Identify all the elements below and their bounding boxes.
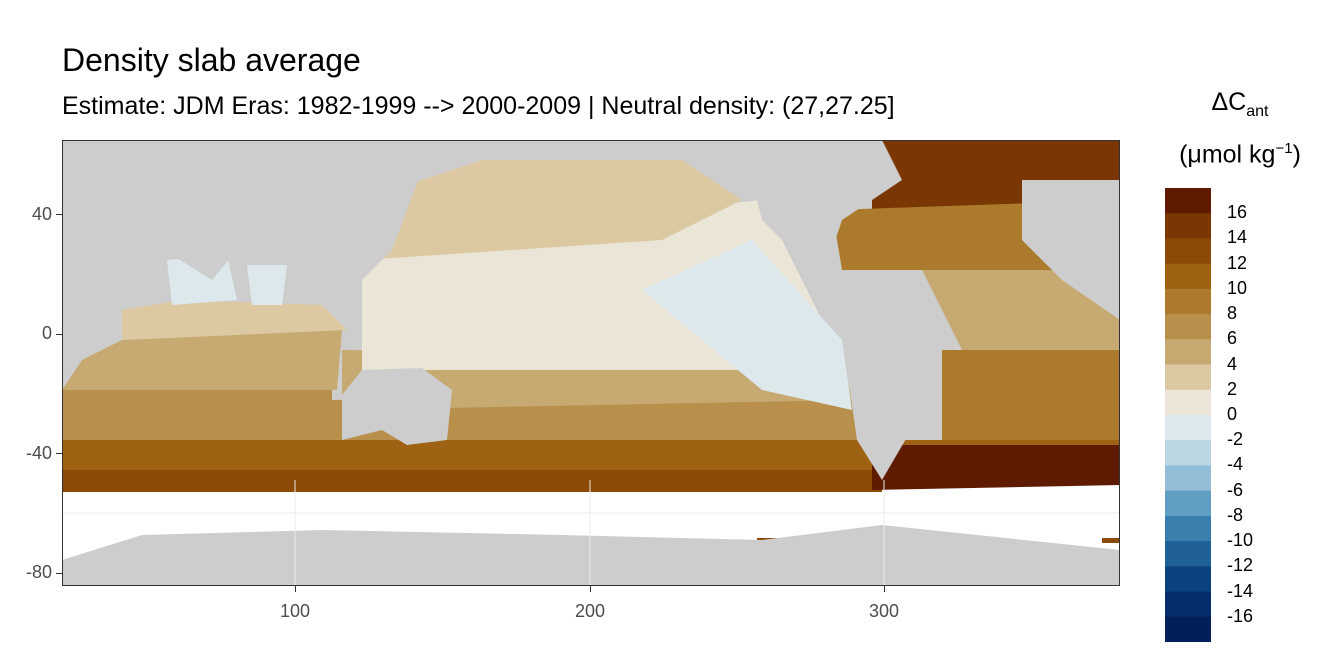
gridlines: [62, 480, 1120, 586]
y-tick-label: 40: [31, 204, 52, 224]
indian-ocean-mid: [62, 390, 332, 440]
legend-label: -6: [1227, 479, 1244, 500]
legend-label: -14: [1227, 580, 1254, 601]
australia-land: [342, 368, 452, 445]
legend-label: -2: [1227, 429, 1244, 450]
colorbar-bin: [1165, 541, 1211, 567]
legend-label: -4: [1227, 454, 1244, 475]
legend-label: 16: [1227, 202, 1248, 223]
plot-title: Density slab average: [62, 42, 361, 78]
legend-label: 4: [1227, 353, 1238, 374]
y-tick-label: -40: [25, 443, 52, 463]
legend-label: 14: [1227, 227, 1248, 248]
x-tick-mark: [295, 586, 296, 592]
x-tick-mark: [884, 586, 885, 592]
colorbar-bin: [1165, 188, 1211, 214]
legend-unit-sup: −1: [1275, 140, 1293, 157]
legend-label: -16: [1227, 605, 1254, 626]
y-tick-mark: [56, 214, 62, 215]
legend-label: -8: [1227, 504, 1244, 525]
antarctica-land: [62, 525, 1120, 586]
land-masses: [62, 140, 1120, 586]
ocean-field: [62, 140, 1120, 572]
south-atlantic: [942, 350, 1120, 440]
bay-of-bengal: [247, 265, 287, 305]
colorbar-bin: [1165, 415, 1211, 441]
atlantic-tropic: [922, 270, 1120, 350]
colorbar-bin: [1165, 616, 1211, 642]
legend-label: 12: [1227, 252, 1248, 273]
x-tick-label: 200: [574, 601, 606, 621]
colorbar-bin: [1165, 288, 1211, 315]
panel-border: [62, 140, 1120, 586]
legend-label: 10: [1227, 277, 1248, 298]
antarctic-patch: [1102, 538, 1120, 543]
colorbar-bin: [1165, 238, 1211, 265]
legend-unit-prefix: (μmol kg: [1179, 140, 1276, 169]
colorbar-bin: [1165, 389, 1211, 416]
legend-label: -10: [1227, 530, 1254, 551]
north-america-land: [742, 140, 902, 260]
asia-land: [122, 140, 422, 300]
y-tick-label: 0: [41, 323, 52, 343]
colorbar-bin: [1165, 515, 1211, 542]
legend-unit: (μmol kg−1): [1150, 140, 1330, 169]
pacific-north: [362, 160, 742, 260]
south-atlantic-hot: [872, 445, 1120, 490]
south-america-land: [847, 325, 942, 480]
colorbar-bin: [1165, 213, 1211, 239]
colorbar-bin: [1165, 263, 1211, 290]
y-tick-mark: [56, 453, 62, 454]
y-tick-mark: [56, 573, 62, 574]
legend-title-main: ΔC: [1211, 88, 1247, 116]
pacific-east: [642, 240, 852, 410]
legend-label: 6: [1227, 328, 1238, 349]
legend-unit-suffix: ): [1292, 140, 1301, 169]
legend-label: -12: [1227, 555, 1254, 576]
plot-subtitle: Estimate: JDM Eras: 1982-1999 --> 2000-2…: [62, 92, 895, 120]
indian-ocean-north: [62, 330, 342, 390]
colorbar-bin: [1165, 490, 1211, 517]
map-panel: [62, 140, 1120, 586]
colorbar-bin: [1165, 339, 1211, 366]
colorbar-bin: [1165, 440, 1211, 466]
indian-ocean-top: [122, 300, 347, 340]
southern-edge: [62, 470, 882, 492]
x-tick-mark: [590, 586, 591, 592]
colorbar-bin: [1165, 314, 1211, 340]
legend-label: 8: [1227, 303, 1238, 324]
legend-label: 0: [1227, 404, 1238, 424]
colorbar-bin: [1165, 465, 1211, 492]
x-tick-label: 100: [279, 601, 311, 621]
legend-title: ΔCant: [1150, 88, 1330, 121]
y-tick-label: -80: [25, 562, 52, 582]
colorbar-bin: [1165, 364, 1211, 391]
legend-title-sub: ant: [1246, 103, 1269, 120]
y-tick-mark: [56, 334, 62, 335]
europe-land: [1022, 180, 1120, 320]
africa-land: [62, 140, 132, 360]
colorbar-bin: [1165, 566, 1211, 593]
legend-label: 2: [1227, 378, 1238, 399]
legend-colorbar: [1165, 188, 1211, 642]
x-tick-label: 300: [868, 601, 900, 621]
colorbar-bin: [1165, 591, 1211, 618]
